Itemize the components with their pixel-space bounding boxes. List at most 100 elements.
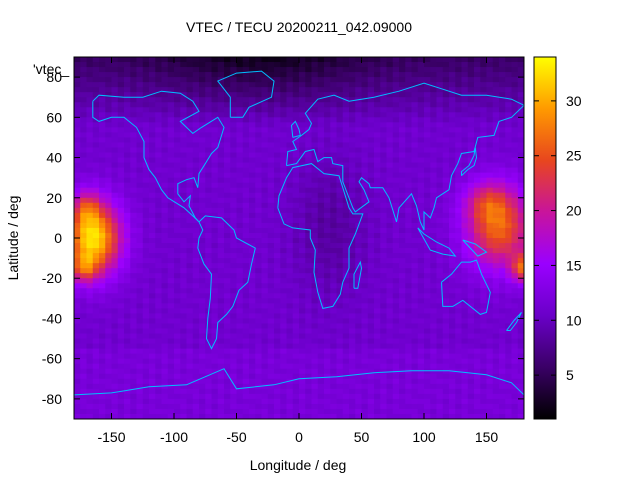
heatmap-cell	[411, 182, 419, 189]
heatmap-cell	[161, 238, 169, 244]
heatmap-cell	[186, 403, 194, 410]
heatmap-cell	[417, 187, 425, 194]
heatmap-cell	[186, 132, 194, 139]
heatmap-cell	[299, 157, 306, 164]
heatmap-cell	[124, 358, 131, 365]
heatmap-cell	[230, 67, 238, 73]
heatmap-cell	[117, 278, 125, 284]
heatmap-cell	[267, 142, 275, 149]
heatmap-cell	[86, 268, 94, 274]
heatmap-cell	[517, 137, 524, 144]
heatmap-cell	[511, 273, 519, 279]
heatmap-cell	[299, 62, 306, 68]
heatmap-cell	[236, 207, 244, 214]
heatmap-cell	[317, 243, 325, 249]
heatmap-cell	[267, 293, 275, 299]
heatmap-cell	[374, 107, 381, 113]
heatmap-cell	[236, 353, 244, 360]
heatmap-cell	[149, 283, 156, 289]
heatmap-cell	[349, 127, 356, 134]
heatmap-cell	[361, 117, 369, 123]
heatmap-cell	[255, 177, 263, 184]
heatmap-cell	[392, 348, 400, 355]
heatmap-cell	[317, 187, 325, 194]
heatmap-cell	[167, 57, 175, 63]
heatmap-cell	[480, 353, 488, 360]
heatmap-cell	[224, 398, 231, 405]
heatmap-cell	[317, 373, 325, 380]
heatmap-cell	[324, 253, 331, 259]
heatmap-cell	[117, 318, 125, 325]
heatmap-cell	[161, 202, 169, 209]
heatmap-cell	[242, 318, 250, 325]
heatmap-cell	[224, 112, 231, 118]
heatmap-cell	[105, 57, 113, 63]
heatmap-cell	[117, 197, 125, 204]
heatmap-cell	[336, 97, 344, 103]
heatmap-cell	[286, 348, 294, 355]
heatmap-cell	[511, 152, 519, 159]
heatmap-cell	[286, 182, 294, 189]
heatmap-cell	[336, 348, 344, 355]
heatmap-cell	[117, 348, 125, 355]
heatmap-cell	[424, 263, 431, 269]
heatmap-cell	[430, 293, 438, 299]
heatmap-cell	[455, 243, 463, 249]
heatmap-cell	[499, 308, 506, 315]
heatmap-cell	[155, 77, 163, 83]
heatmap-cell	[111, 77, 119, 83]
heatmap-cell	[386, 263, 394, 269]
heatmap-cell	[242, 263, 250, 269]
heatmap-cell	[236, 338, 244, 345]
heatmap-cell	[161, 393, 169, 400]
heatmap-cell	[242, 273, 250, 279]
heatmap-cell	[180, 338, 188, 345]
heatmap-cell	[330, 288, 338, 294]
heatmap-cell	[161, 348, 169, 355]
heatmap-cell	[105, 348, 113, 355]
heatmap-cell	[174, 92, 181, 98]
heatmap-cell	[480, 192, 488, 199]
heatmap-cell	[442, 348, 450, 355]
heatmap-cell	[324, 92, 331, 98]
heatmap-cell	[505, 248, 513, 254]
heatmap-cell	[136, 403, 144, 410]
heatmap-cell	[242, 383, 250, 390]
heatmap-cell	[174, 72, 181, 78]
heatmap-cell	[274, 303, 281, 309]
heatmap-cell	[386, 238, 394, 244]
heatmap-cell	[399, 207, 406, 214]
heatmap-cell	[417, 273, 425, 279]
heatmap-cell	[436, 238, 444, 244]
heatmap-cell	[517, 87, 524, 93]
heatmap-cell	[99, 192, 106, 199]
heatmap-cell	[467, 388, 475, 395]
heatmap-cell	[267, 102, 275, 108]
heatmap-cell	[74, 323, 81, 330]
heatmap-cell	[505, 197, 513, 204]
heatmap-cell	[99, 373, 106, 380]
heatmap-cell	[186, 67, 194, 73]
heatmap-cell	[417, 293, 425, 299]
heatmap-cell	[399, 137, 406, 144]
heatmap-cell	[424, 283, 431, 289]
heatmap-cell	[130, 227, 138, 234]
heatmap-cell	[430, 243, 438, 249]
heatmap-cell	[486, 82, 494, 88]
heatmap-cell	[499, 142, 506, 149]
heatmap-cell	[342, 127, 350, 134]
heatmap-cell	[255, 222, 263, 229]
heatmap-cell	[499, 62, 506, 68]
heatmap-cell	[374, 207, 381, 214]
heatmap-cell	[486, 363, 494, 370]
heatmap-cell	[436, 278, 444, 284]
heatmap-cell	[286, 273, 294, 279]
heatmap-cell	[467, 202, 475, 209]
heatmap-cell	[317, 92, 325, 98]
heatmap-cell	[274, 278, 281, 284]
heatmap-cell	[130, 212, 138, 219]
heatmap-cell	[336, 303, 344, 309]
heatmap-cell	[205, 363, 213, 370]
heatmap-cell	[436, 388, 444, 395]
heatmap-cell	[517, 227, 524, 234]
